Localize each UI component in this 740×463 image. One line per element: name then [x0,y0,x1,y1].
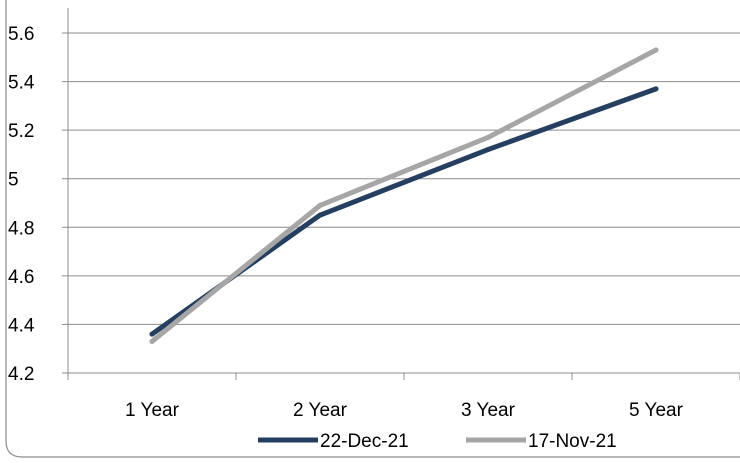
data-point [317,202,323,208]
axes [67,8,740,374]
y-tick-label: 5.6 [8,24,34,45]
y-axis-ticks: 4.2 4.4 4.6 4.8 5 5.2 5.4 5.6 [8,24,68,385]
y-tick-label: 4.6 [8,267,34,288]
x-tick-label: 1 Year [125,400,180,421]
y-tick-label: 5 [8,170,19,191]
y-tick-label: 5.2 [8,121,34,142]
x-axis-ticks: 1 Year 2 Year 3 Year 5 Year [67,373,740,421]
y-tick-label: 4.4 [8,315,35,336]
gridlines [68,32,740,325]
legend-label: 22-Dec-21 [320,431,409,452]
series-line [149,47,659,344]
legend-label: 17-Nov-21 [528,431,617,452]
series-line [149,86,659,337]
data-point [653,86,659,92]
series-group [149,47,659,344]
data-point [149,331,155,337]
y-tick-label: 4.2 [8,364,34,385]
x-tick-label: 2 Year [293,400,348,421]
data-point [485,134,491,140]
x-tick-label: 5 Year [629,400,684,421]
data-point [149,338,155,344]
y-tick-label: 4.8 [8,218,34,239]
x-tick-label: 3 Year [461,400,516,421]
data-point [485,147,491,153]
chart-border [5,0,740,458]
y-tick-label: 5.4 [8,73,35,94]
data-point [653,47,659,53]
data-point [317,212,323,218]
legend: 22-Dec-21 17-Nov-21 [258,431,617,452]
